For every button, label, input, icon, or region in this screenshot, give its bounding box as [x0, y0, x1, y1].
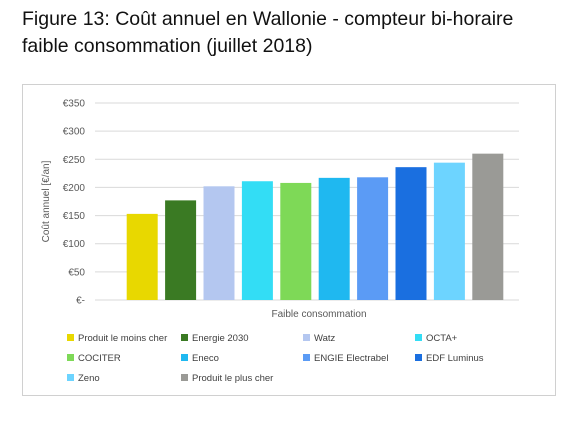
legend-label: OCTA+	[426, 333, 458, 344]
figure-title: Figure 13: Coût annuel en Wallonie - com…	[22, 6, 562, 60]
bar-chart: €- €50 €100 €150 €200 €250 €300 €350 Coût annue…	[41, 99, 519, 384]
legend-swatch	[303, 334, 310, 341]
legend: Produit le moins cher Energie 2030 Watz OCT…	[67, 333, 484, 384]
y-tick-label: €350	[63, 99, 86, 110]
y-tick-label: €150	[63, 211, 86, 222]
bar-0	[126, 213, 158, 300]
legend-label: Watz	[314, 333, 336, 344]
legend-label: Zeno	[78, 373, 100, 384]
figure-title-line-2: faible consommation (juillet 2018)	[22, 35, 313, 57]
figure-title-line-1: Figure 13: Coût annuel en Wallonie - com…	[22, 8, 514, 30]
y-tick-label: €50	[68, 267, 85, 278]
legend-swatch	[415, 354, 422, 361]
legend-label: Energie 2030	[192, 333, 249, 344]
legend-label: ENGIE Electrabel	[314, 353, 388, 364]
legend-swatch	[415, 334, 422, 341]
bar-7	[395, 167, 427, 300]
bar-5	[318, 177, 350, 300]
bar-2	[203, 186, 235, 300]
legend-swatch	[181, 334, 188, 341]
bar-1	[165, 200, 197, 300]
bar-6	[357, 177, 389, 300]
legend-swatch	[181, 354, 188, 361]
bar-8	[433, 162, 465, 300]
legend-swatch	[303, 354, 310, 361]
legend-swatch	[67, 354, 74, 361]
y-axis-label: Coût annuel [€/an]	[41, 160, 52, 242]
y-axis-ticks: €- €50 €100 €150 €200 €250 €300 €350	[63, 99, 86, 307]
chart-frame: €- €50 €100 €150 €200 €250 €300 €350 Coût annue…	[22, 84, 556, 396]
legend-swatch	[67, 334, 74, 341]
bar-9	[472, 153, 504, 300]
legend-label: Produit le plus cher	[192, 373, 273, 384]
bar-3	[241, 181, 273, 300]
bars	[126, 153, 504, 300]
legend-label: COCITER	[78, 353, 121, 364]
y-tick-label: €-	[76, 296, 85, 307]
legend-label: EDF Luminus	[426, 353, 484, 364]
y-tick-label: €300	[63, 127, 86, 138]
x-axis-label: Faible consommation	[271, 309, 366, 320]
legend-label: Eneco	[192, 353, 219, 364]
y-tick-label: €200	[63, 183, 86, 194]
y-tick-label: €250	[63, 155, 86, 166]
legend-swatch	[181, 374, 188, 381]
bar-4	[280, 182, 312, 300]
legend-swatch	[67, 374, 74, 381]
y-tick-label: €100	[63, 239, 86, 250]
legend-label: Produit le moins cher	[78, 333, 167, 344]
